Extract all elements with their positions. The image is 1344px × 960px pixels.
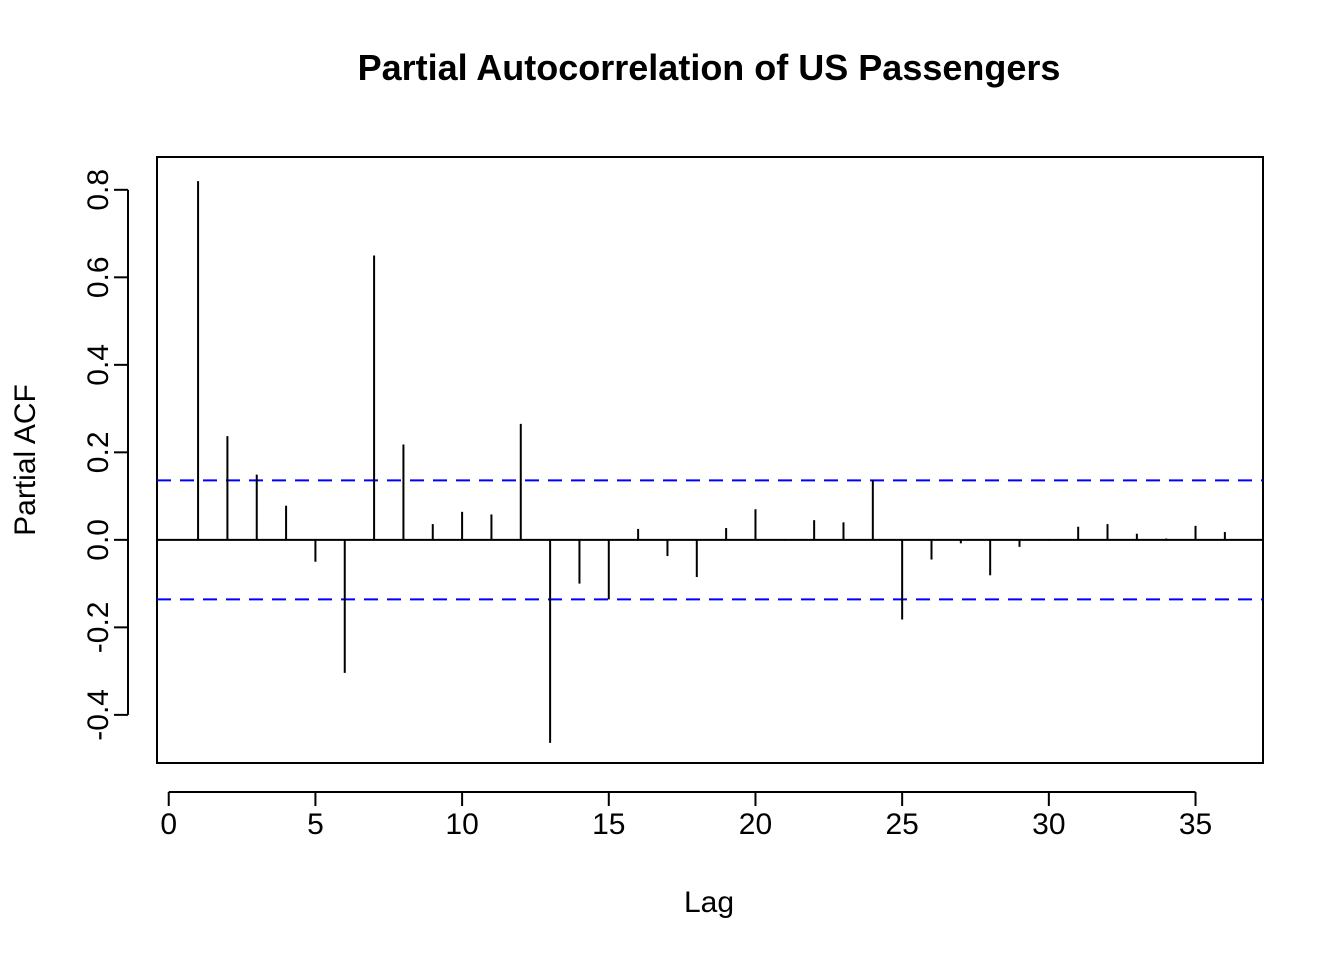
y-tick-label-0.8: 0.8	[82, 169, 115, 211]
y-tick-label-0.4: 0.4	[82, 344, 115, 386]
y-tick-label--0.2: -0.2	[82, 602, 115, 654]
plot-frame	[156, 156, 1264, 764]
x-tick-label-30: 30	[1032, 808, 1065, 841]
x-axis: 0 5 10 15 20 25 30 35	[160, 791, 1212, 841]
x-tick-label-25: 25	[885, 808, 918, 841]
pacf-bars	[197, 181, 1226, 743]
y-tick-label-0.0: 0.0	[82, 519, 115, 561]
chart-title: Partial Autocorrelation of US Passengers	[358, 47, 1061, 88]
y-tick-label--0.4: -0.4	[82, 689, 115, 741]
y-axis: -0.4 -0.2 0.0 0.2 0.4 0.6 0.8	[82, 169, 129, 741]
y-tick-label-0.2: 0.2	[82, 431, 115, 473]
x-tick-label-35: 35	[1179, 808, 1212, 841]
x-tick-label-20: 20	[739, 808, 772, 841]
x-tick-label-15: 15	[592, 808, 625, 841]
x-tick-label-0: 0	[160, 808, 177, 841]
confidence-bounds	[157, 479, 1263, 601]
x-axis-label: Lag	[684, 886, 734, 919]
y-tick-label-0.6: 0.6	[82, 256, 115, 298]
y-axis-label: Partial ACF	[9, 384, 42, 536]
x-tick-label-5: 5	[307, 808, 324, 841]
x-tick-label-10: 10	[445, 808, 478, 841]
